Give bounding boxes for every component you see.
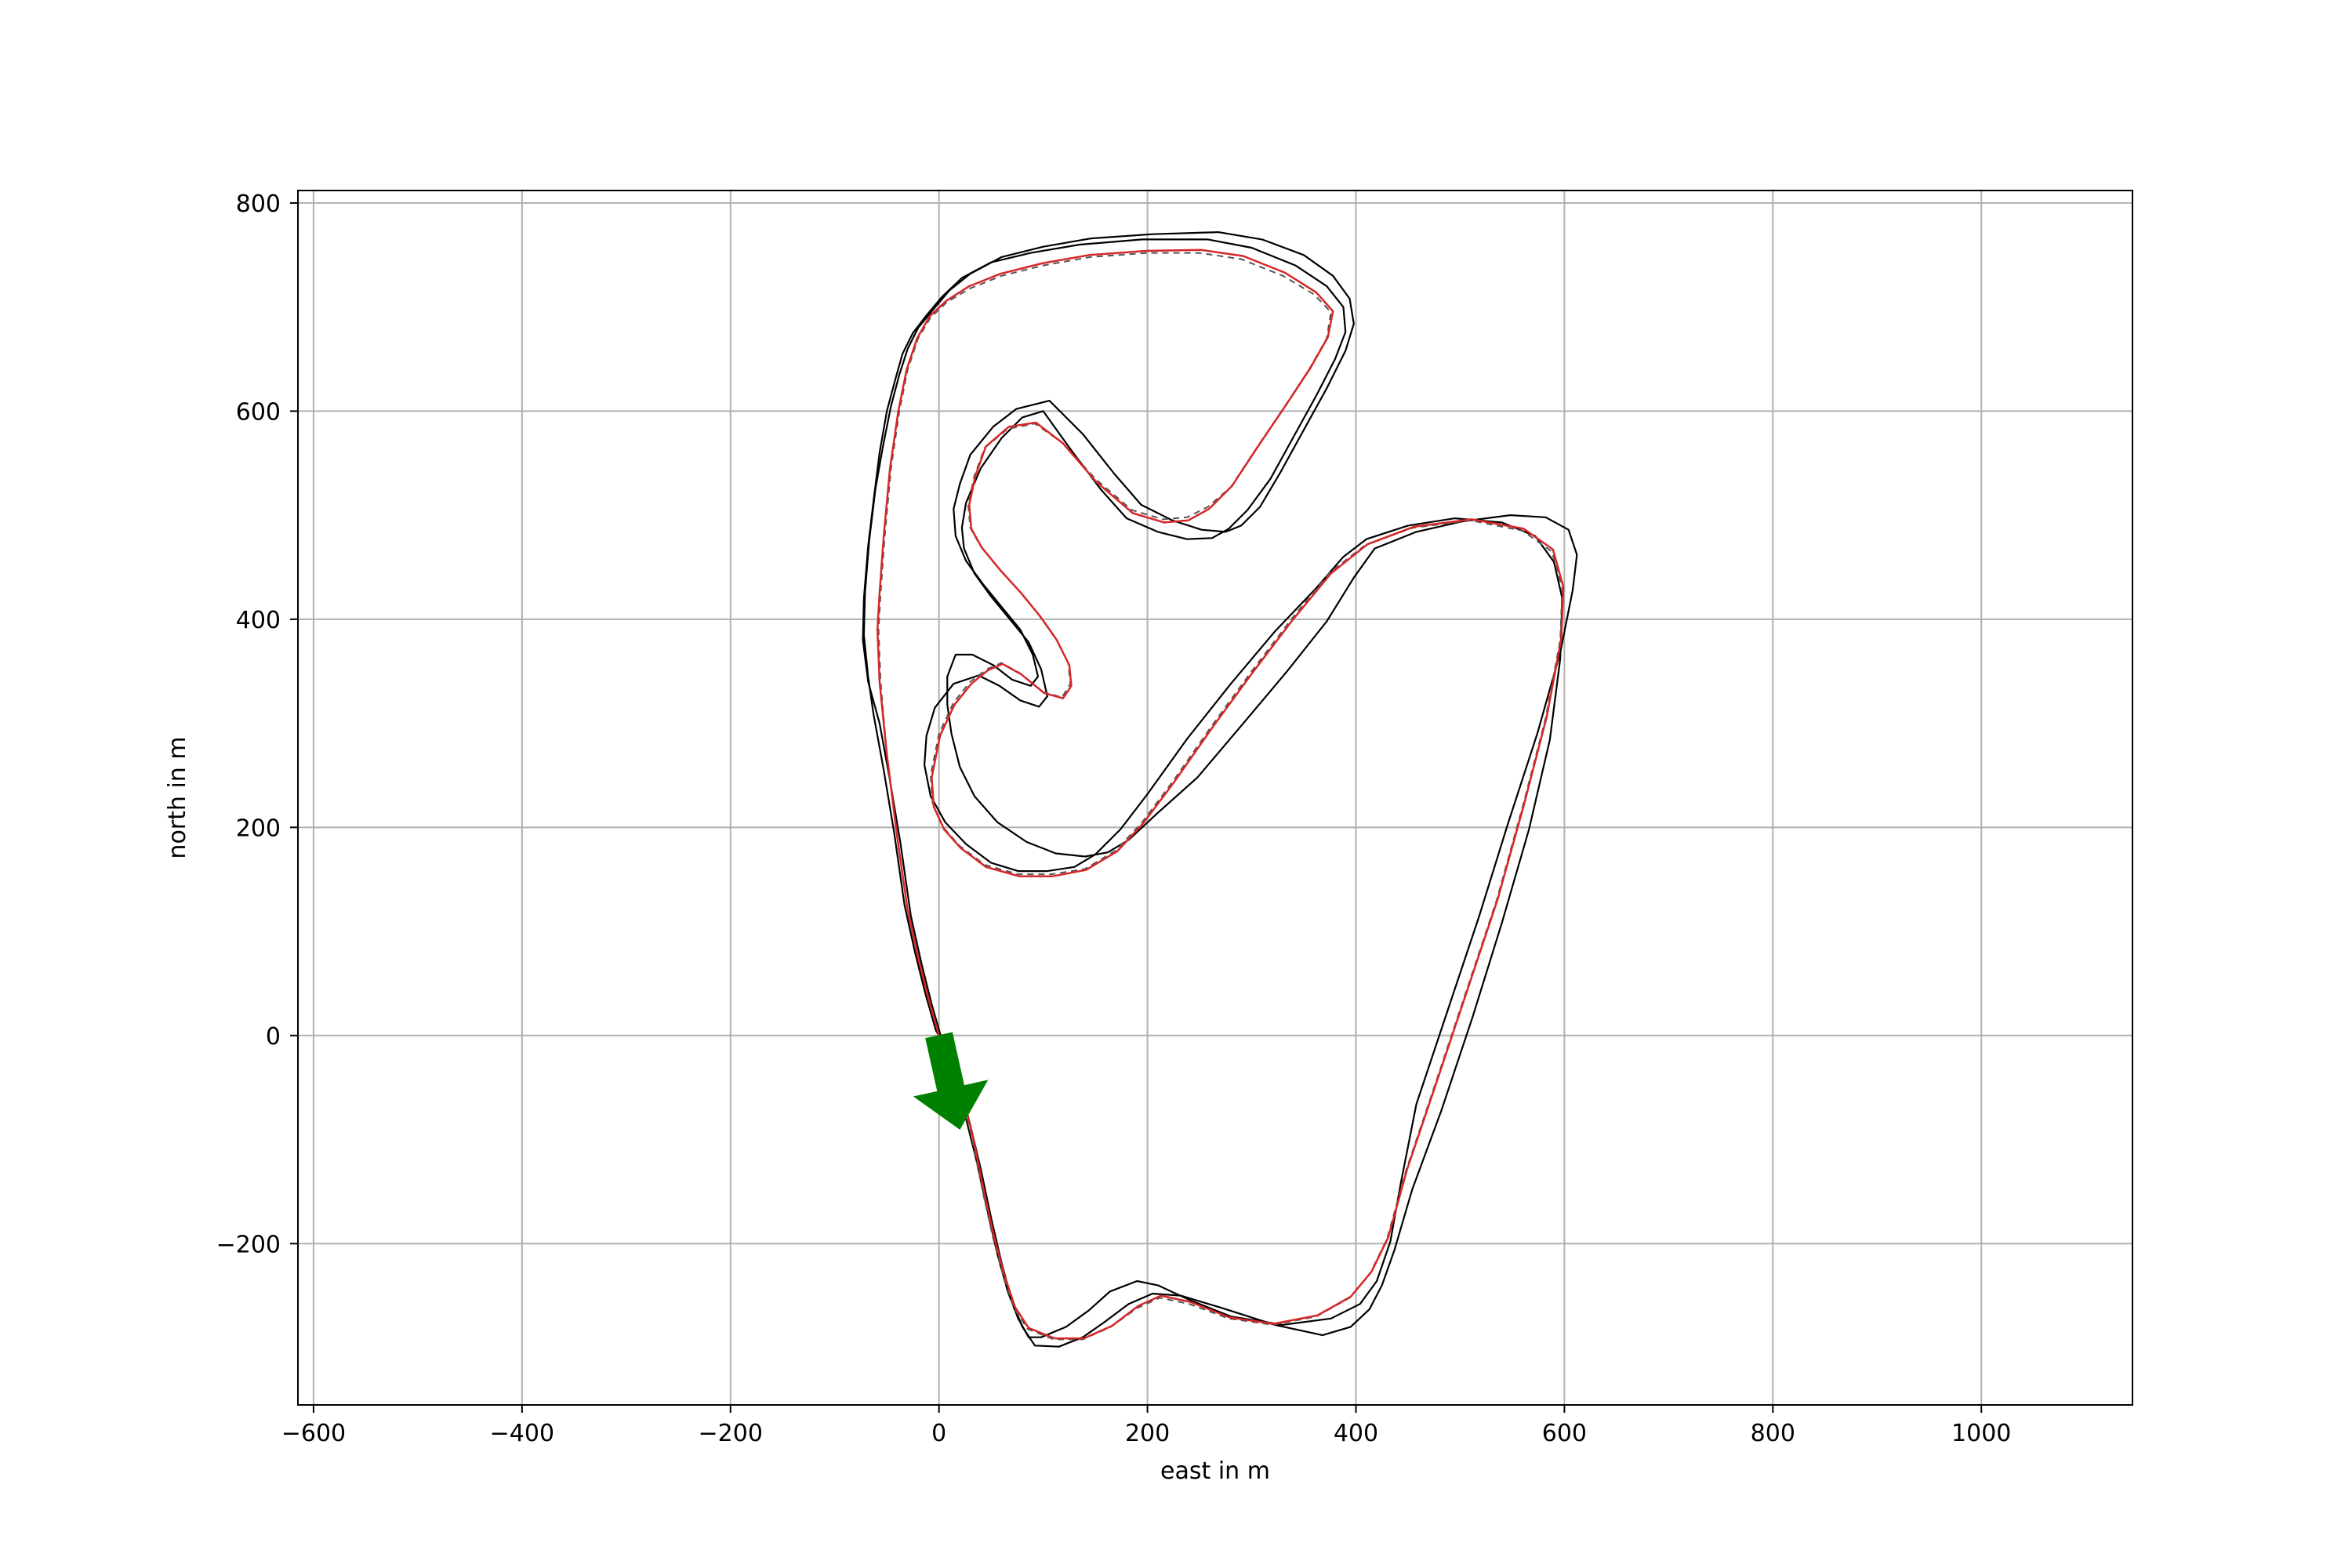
y-tick-label: 0: [266, 1023, 281, 1051]
x-tick-label: −600: [281, 1420, 346, 1447]
x-axis-label: east in m: [1160, 1457, 1270, 1485]
y-axis-label: north in m: [164, 736, 191, 858]
y-tick-label: 200: [236, 815, 281, 842]
y-tick-label: 600: [236, 398, 281, 426]
start-marker: [913, 1032, 989, 1131]
axes-frame: [297, 190, 2133, 1406]
x-tick-label: 800: [1751, 1420, 1795, 1447]
inner-boundary: [862, 231, 1578, 1338]
x-tick-label: 400: [1334, 1420, 1378, 1447]
y-tick-label: 400: [236, 607, 281, 634]
y-tick-label: 800: [236, 191, 281, 218]
x-tick-label: 200: [1125, 1420, 1170, 1447]
y-tick-label: −200: [216, 1231, 281, 1258]
grid: [298, 191, 2132, 1405]
x-tick-label: −200: [699, 1420, 763, 1447]
x-tick-label: 0: [931, 1420, 946, 1447]
outer-boundary: [862, 238, 1563, 1348]
axis-ticks: −600 −400 −200 0 200 400 600 800 1000 −200 0 200 400…: [216, 191, 2012, 1447]
x-tick-label: 1000: [1951, 1420, 2011, 1447]
driven-path: [876, 249, 1565, 1340]
x-tick-label: −400: [490, 1420, 554, 1447]
track-series: [862, 231, 1578, 1348]
x-tick-label: 600: [1542, 1420, 1587, 1447]
start-direction-arrow: [913, 1032, 989, 1131]
